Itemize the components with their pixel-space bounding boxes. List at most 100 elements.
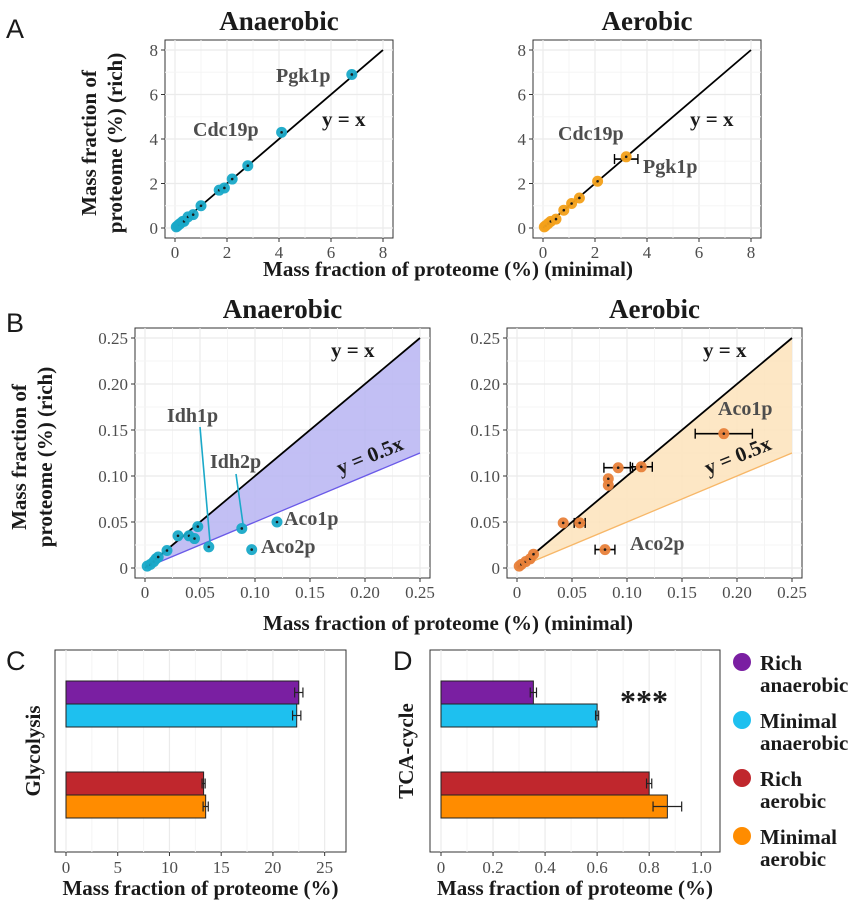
- bar-minimal-anaerobic: [65, 703, 298, 728]
- chart-B-aerobic: 0 0.05 0.10 0.15 0.20 0.25 0 0.05 0.10 0.15 0.20 0.…: [470, 294, 807, 602]
- reference-line-identity: [144, 337, 421, 569]
- annotation-cdc19p: Cdc19p: [193, 119, 259, 141]
- leader-idh1p: [199, 426, 211, 543]
- chart-A-anaerobic: 0 2 4 6 8 0 2 4 6 8 Anaerobic Pgk1p Cdc19p y = x: [150, 6, 394, 262]
- legend-label-line1: Rich: [760, 767, 802, 791]
- tick-label-x: 2: [591, 243, 600, 262]
- legend: RichanaerobicMinimalanaerobicRichaerobic…: [733, 651, 848, 871]
- label-identity: y = x: [331, 338, 375, 362]
- row-a-ylabel-line2: proteome (%) (rich): [103, 53, 127, 233]
- axis-label-x: Mass fraction of proteome (%): [62, 876, 338, 900]
- tick-label-x: 0: [539, 243, 548, 262]
- data-point-center: [596, 179, 599, 183]
- tick-label-x: 0: [141, 583, 150, 602]
- tick-label-y: 2: [150, 175, 159, 194]
- bar-rich-anaerobic: [65, 680, 300, 705]
- legend-swatch: [733, 653, 751, 671]
- legend-label-line2: aerobic: [760, 847, 826, 871]
- annotation-pgk1p: Pgk1p: [276, 65, 330, 87]
- bar-rich-anaerobic: [440, 680, 534, 705]
- reference-line-half: [516, 452, 793, 569]
- data-point-center: [191, 213, 195, 216]
- tick-label-x: 0.25: [777, 583, 807, 602]
- tick-label-x: 0: [513, 583, 522, 602]
- annotation-aco1p: Aco1p: [718, 398, 772, 420]
- data-point-center: [532, 552, 535, 556]
- tick-label-y: 0.10: [470, 467, 500, 486]
- tick-label-y: 0.05: [470, 513, 500, 532]
- tick-label-x: 1.0: [691, 858, 712, 877]
- data-point-center: [722, 432, 726, 435]
- tick-label-y: 0.25: [470, 329, 500, 348]
- annotation-idh1p: Idh1p: [167, 405, 218, 427]
- tick-label-x: 0.20: [722, 583, 752, 602]
- tick-label-x: 0: [62, 858, 71, 877]
- data-point-center: [199, 204, 203, 208]
- tick-label-x: 0.4: [534, 858, 556, 877]
- row-b-ylabel-line2: proteome (%) (rich): [33, 367, 57, 547]
- legend-label-line2: aerobic: [760, 789, 826, 813]
- annotation-cdc19p: Cdc19p: [558, 123, 624, 145]
- data-point-center: [561, 521, 565, 525]
- tick-label-x: 0: [171, 243, 180, 262]
- tick-label-x: 20: [264, 858, 281, 877]
- data-point-center: [196, 525, 200, 528]
- legend-swatch: [733, 769, 751, 787]
- plot-title: Aerobic: [609, 294, 700, 324]
- tick-label-x: 0.25: [405, 583, 435, 602]
- tick-label-y: 0: [492, 559, 501, 578]
- tick-label-x: 0.15: [295, 583, 325, 602]
- legend-swatch: [733, 827, 751, 845]
- tick-label-x: 0.05: [557, 583, 587, 602]
- legend-label-line1: Minimal: [760, 709, 837, 733]
- bar-rich-aerobic: [65, 771, 205, 796]
- chart-C: 0 5 10 15 20 25 Glycolysis Mass fraction of pro…: [21, 649, 347, 900]
- tick-label-y: 0.15: [98, 421, 128, 440]
- data-point-center: [193, 537, 196, 540]
- legend-label-line1: Rich: [760, 651, 802, 675]
- tick-label-x: 8: [379, 243, 388, 262]
- bar-minimal-anaerobic: [440, 703, 598, 728]
- tick-label-y: 6: [518, 86, 527, 105]
- data-point-center: [640, 465, 643, 469]
- bar-rich-aerobic: [440, 771, 650, 796]
- data-point-center: [624, 155, 628, 159]
- data-point-center: [176, 534, 180, 538]
- significance-marker: ***: [620, 683, 668, 719]
- data-point-center: [554, 217, 558, 221]
- tick-label-x: 0.10: [612, 583, 642, 602]
- tick-label-y: 4: [150, 130, 159, 149]
- annotation-aco2p: Aco2p: [261, 536, 315, 558]
- legend-label-line2: anaerobic: [760, 731, 848, 755]
- annotation-pgk1p: Pgk1p: [643, 156, 697, 178]
- tick-label-x: 15: [213, 858, 230, 877]
- tick-label-y: 4: [518, 130, 527, 149]
- data-point-center: [578, 521, 581, 525]
- row-b-ylabel-line1: Mass fraction of: [7, 383, 31, 530]
- data-point-center: [156, 555, 160, 559]
- tick-label-x: 0.8: [639, 858, 660, 877]
- data-point-center: [616, 466, 620, 470]
- data-point-center: [570, 202, 573, 205]
- tick-label-y: 0.20: [470, 375, 500, 394]
- plot-title: Aerobic: [602, 6, 693, 36]
- plots-layer: 0 2 4 6 8 0 2 4 6 8 Anaerobic Pgk1p Cdc19p y = x 0 2 4 6 8…: [21, 6, 807, 900]
- chart-D: 0 0.2 0.4 0.6 0.8 1.0 TCA-cycle Mass fraction o…: [394, 649, 721, 900]
- tick-label-y: 0.25: [98, 329, 128, 348]
- tick-label-x: 0.05: [185, 583, 215, 602]
- tick-label-y: 0: [518, 219, 527, 238]
- chart-A-aerobic: 0 2 4 6 8 0 2 4 6 8 Aerobic Cdc19p Pgk1p y = x: [518, 6, 762, 262]
- plot-frame: [429, 649, 721, 853]
- tick-label-x: 0: [437, 858, 446, 877]
- data-point-center: [562, 208, 566, 212]
- tick-label-y: 8: [518, 41, 527, 60]
- tick-label-y: 0.15: [470, 421, 500, 440]
- annotation-idh2p: Idh2p: [210, 451, 261, 473]
- axis-label-x: Mass fraction of proteome (%): [437, 876, 713, 900]
- panel-label-c: C: [6, 646, 26, 676]
- tick-label-x: 10: [161, 858, 178, 877]
- annotation-identity: y = x: [690, 107, 734, 131]
- tick-label-x: 4: [275, 243, 284, 262]
- panel-label-a: A: [6, 14, 24, 44]
